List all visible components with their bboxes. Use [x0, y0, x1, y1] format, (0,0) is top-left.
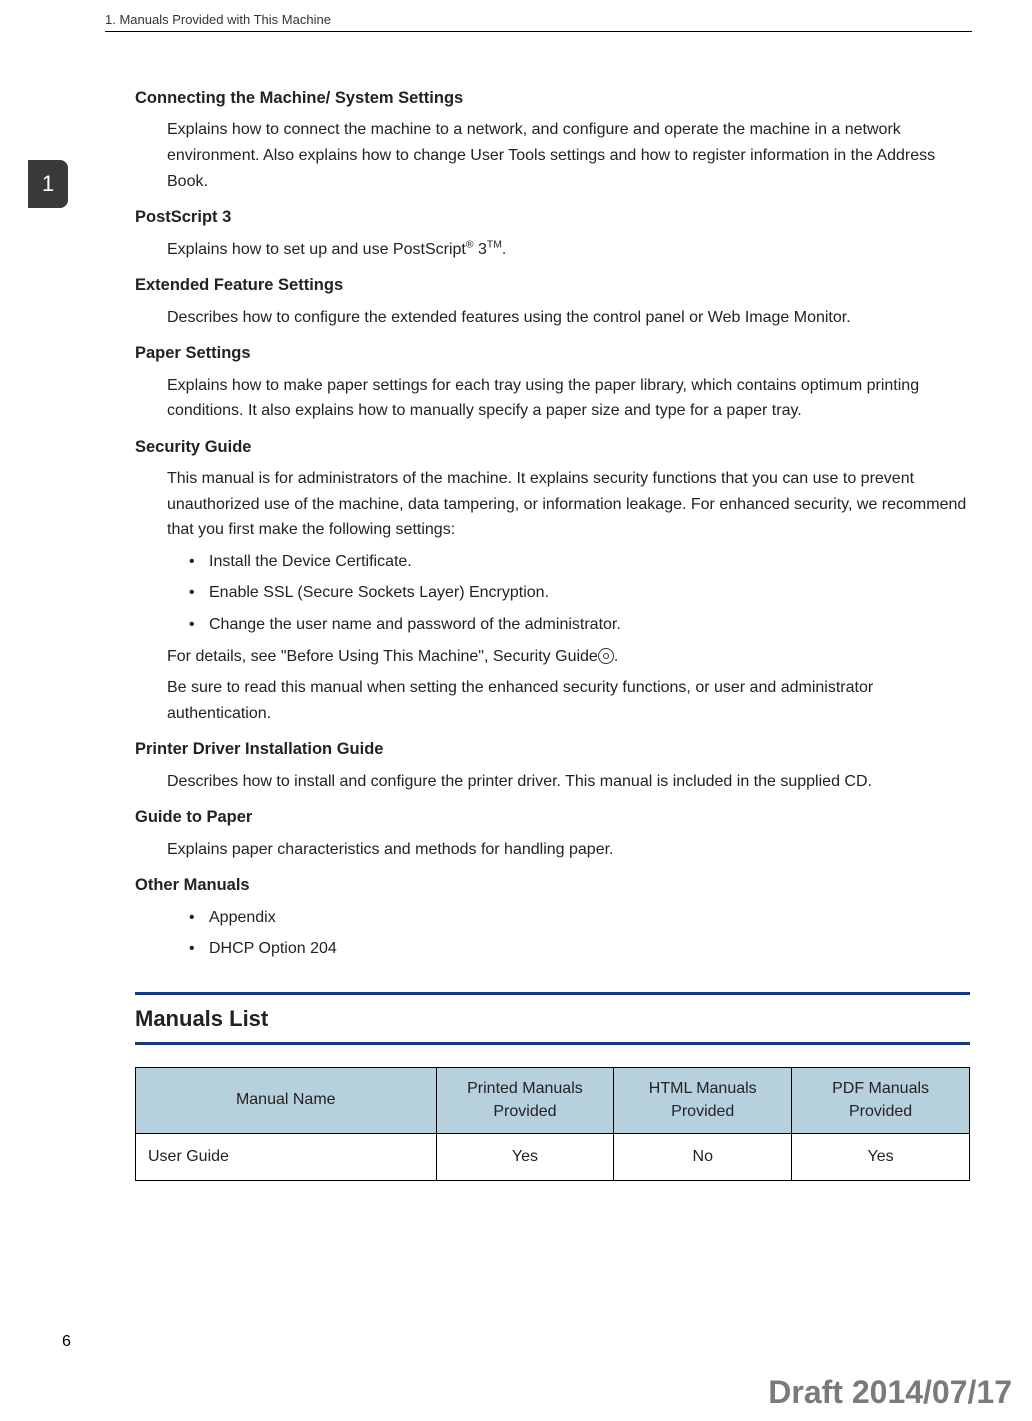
section-title-guide-paper: Guide to Paper	[135, 804, 970, 830]
paragraph: Explains paper characteristics and metho…	[167, 837, 970, 863]
table-header: PDF Manuals Provided	[792, 1068, 970, 1134]
paragraph: Explains how to make paper settings for …	[167, 373, 970, 424]
cd-icon	[598, 648, 614, 664]
section-body-extended: Describes how to configure the extended …	[167, 305, 970, 331]
manuals-table: Manual Name Printed Manuals Provided HTM…	[135, 1067, 970, 1180]
section-title-extended: Extended Feature Settings	[135, 272, 970, 298]
table-cell: Yes	[792, 1133, 970, 1180]
text: 3	[474, 241, 487, 258]
list-item: Enable SSL (Secure Sockets Layer) Encryp…	[189, 580, 970, 606]
text: .	[614, 648, 618, 665]
table-cell: No	[614, 1133, 792, 1180]
main-content: Connecting the Machine/ System Settings …	[135, 75, 970, 1181]
section-body-driver: Describes how to install and configure t…	[167, 769, 970, 795]
draft-stamp: Draft 2014/07/17	[768, 1374, 1012, 1411]
paragraph: Explains how to set up and use PostScrip…	[167, 237, 970, 263]
registered-mark: ®	[466, 239, 474, 250]
chapter-number: 1	[42, 171, 54, 197]
section-title-other: Other Manuals	[135, 872, 970, 898]
section-body-paper-settings: Explains how to make paper settings for …	[167, 373, 970, 424]
text: Explains how to set up and use PostScrip…	[167, 241, 466, 258]
section-body-postscript: Explains how to set up and use PostScrip…	[167, 237, 970, 263]
paragraph: Describes how to install and configure t…	[167, 769, 970, 795]
paragraph: This manual is for administrators of the…	[167, 466, 970, 543]
header-text: 1. Manuals Provided with This Machine	[105, 12, 331, 27]
section-body-guide-paper: Explains paper characteristics and metho…	[167, 837, 970, 863]
list-item: Appendix	[189, 905, 970, 931]
page-number: 6	[62, 1333, 71, 1351]
other-bullets: Appendix DHCP Option 204	[189, 905, 970, 962]
tm-mark: TM	[487, 239, 502, 250]
chapter-tab: 1	[28, 160, 68, 208]
section-body-security: This manual is for administrators of the…	[167, 466, 970, 726]
section-title-postscript: PostScript 3	[135, 204, 970, 230]
section-title-driver: Printer Driver Installation Guide	[135, 736, 970, 762]
table-header: HTML Manuals Provided	[614, 1068, 792, 1134]
table-header: Printed Manuals Provided	[436, 1068, 614, 1134]
table-row: User Guide Yes No Yes	[136, 1133, 970, 1180]
paragraph: Describes how to configure the extended …	[167, 305, 970, 331]
section-title-paper-settings: Paper Settings	[135, 340, 970, 366]
paragraph: For details, see "Before Using This Mach…	[167, 644, 970, 670]
text: For details, see "Before Using This Mach…	[167, 648, 598, 665]
section-body-connecting: Explains how to connect the machine to a…	[167, 117, 970, 194]
paragraph: Be sure to read this manual when setting…	[167, 675, 970, 726]
table-cell: Yes	[436, 1133, 614, 1180]
section-title-security: Security Guide	[135, 434, 970, 460]
table-cell: User Guide	[136, 1133, 437, 1180]
page-header: 1. Manuals Provided with This Machine	[105, 12, 972, 32]
paragraph: Explains how to connect the machine to a…	[167, 117, 970, 194]
security-bullets: Install the Device Certificate. Enable S…	[189, 549, 970, 638]
text: .	[502, 241, 506, 258]
list-item: DHCP Option 204	[189, 936, 970, 962]
manuals-list-heading: Manuals List	[135, 992, 970, 1045]
table-header-row: Manual Name Printed Manuals Provided HTM…	[136, 1068, 970, 1134]
section-body-other: Appendix DHCP Option 204	[167, 905, 970, 962]
list-item: Change the user name and password of the…	[189, 612, 970, 638]
section-title-connecting: Connecting the Machine/ System Settings	[135, 85, 970, 111]
table-header: Manual Name	[136, 1068, 437, 1134]
list-item: Install the Device Certificate.	[189, 549, 970, 575]
